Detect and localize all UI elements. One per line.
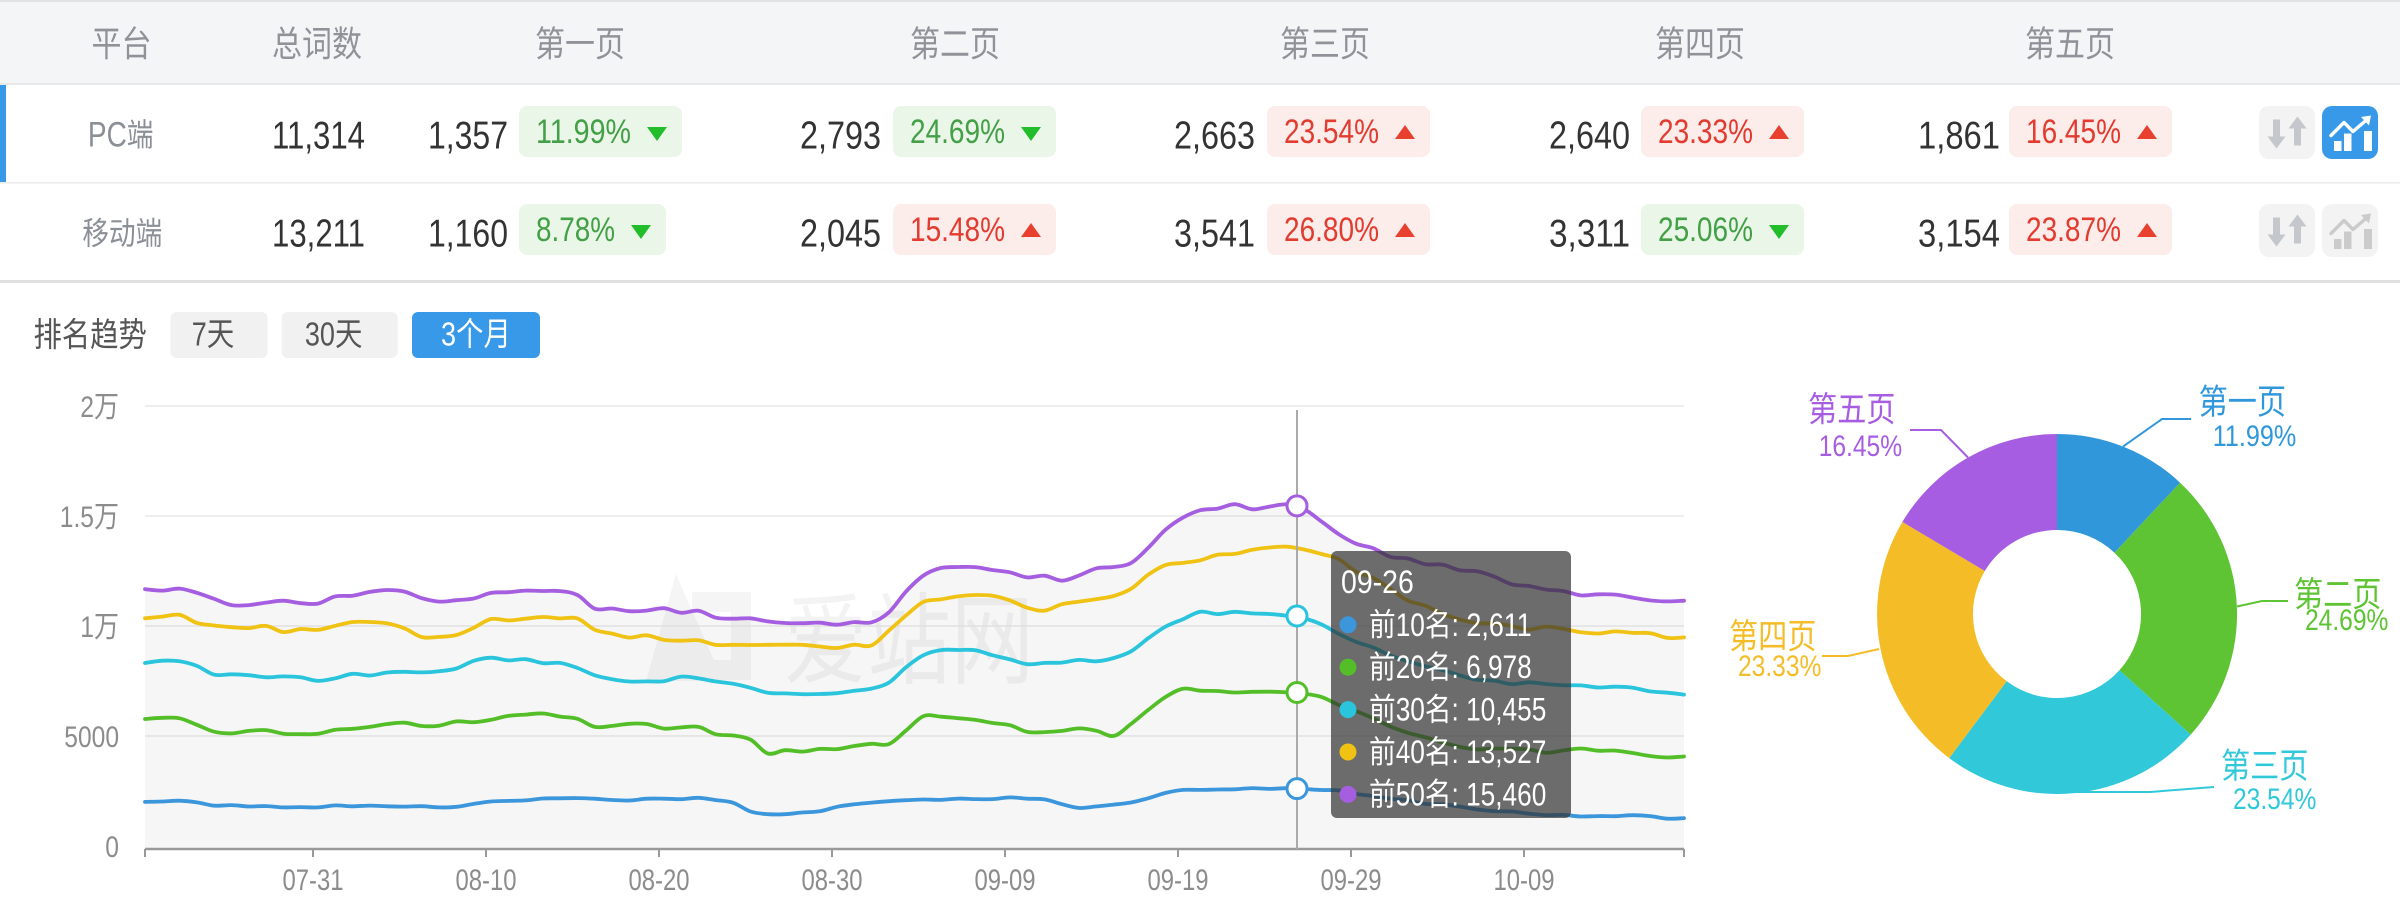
svg-text:50: 50 bbox=[1396, 776, 1425, 812]
svg-text:23.54%: 23.54% bbox=[1284, 113, 1379, 151]
svg-text:16.45%: 16.45% bbox=[1819, 430, 1902, 463]
svg-text:3: 3 bbox=[441, 316, 456, 353]
svg-text:: 10,455: : 10,455 bbox=[1452, 692, 1547, 728]
svg-text:2,045: 2,045 bbox=[800, 213, 881, 256]
svg-text:15.48%: 15.48% bbox=[910, 211, 1005, 249]
svg-text:11.99%: 11.99% bbox=[536, 113, 631, 151]
svg-text:: 2,611: : 2,611 bbox=[1452, 607, 1532, 643]
svg-text:1,357: 1,357 bbox=[428, 115, 508, 158]
svg-text:23.33%: 23.33% bbox=[1738, 650, 1821, 683]
svg-text:13,211: 13,211 bbox=[272, 213, 365, 256]
svg-text:40: 40 bbox=[1396, 734, 1425, 770]
svg-text:23.87%: 23.87% bbox=[2026, 211, 2121, 249]
svg-text:23.54%: 23.54% bbox=[2233, 783, 2316, 816]
svg-text:: 6,978: : 6,978 bbox=[1452, 649, 1532, 685]
svg-text:7: 7 bbox=[192, 316, 207, 353]
svg-text:: 13,527: : 13,527 bbox=[1452, 734, 1547, 770]
svg-text:2: 2 bbox=[80, 391, 94, 424]
svg-text:3,541: 3,541 bbox=[1174, 213, 1255, 256]
svg-text:2,793: 2,793 bbox=[800, 115, 881, 158]
svg-text:09-09: 09-09 bbox=[975, 864, 1036, 897]
svg-text:09-19: 09-19 bbox=[1148, 864, 1209, 897]
svg-text:30: 30 bbox=[1396, 692, 1425, 728]
svg-text:30: 30 bbox=[305, 316, 335, 353]
svg-text:09-26: 09-26 bbox=[1341, 564, 1414, 600]
svg-text:1: 1 bbox=[80, 611, 94, 644]
svg-text:8.78%: 8.78% bbox=[536, 211, 615, 249]
svg-text:11,314: 11,314 bbox=[272, 115, 365, 158]
svg-text:09-29: 09-29 bbox=[1321, 864, 1382, 897]
svg-text:: 15,460: : 15,460 bbox=[1452, 776, 1547, 812]
svg-text:10-09: 10-09 bbox=[1494, 864, 1555, 897]
svg-text:20: 20 bbox=[1396, 649, 1425, 685]
svg-text:2,640: 2,640 bbox=[1549, 115, 1630, 158]
svg-text:3,311: 3,311 bbox=[1549, 213, 1630, 256]
svg-text:08-30: 08-30 bbox=[802, 864, 863, 897]
svg-text:1,861: 1,861 bbox=[1918, 115, 2000, 158]
svg-text:2,663: 2,663 bbox=[1174, 115, 1255, 158]
svg-text:10: 10 bbox=[1396, 607, 1425, 643]
svg-text:11.99%: 11.99% bbox=[2213, 420, 2296, 453]
svg-text:1.5: 1.5 bbox=[60, 501, 94, 534]
svg-text:08-20: 08-20 bbox=[629, 864, 690, 897]
svg-text:PC: PC bbox=[88, 116, 127, 155]
svg-text:1,160: 1,160 bbox=[428, 213, 508, 256]
svg-text:26.80%: 26.80% bbox=[1284, 211, 1379, 249]
svg-text:16.45%: 16.45% bbox=[2026, 113, 2121, 151]
svg-text:07-31: 07-31 bbox=[283, 864, 344, 897]
svg-text:3,154: 3,154 bbox=[1918, 213, 2000, 256]
svg-text:24.69%: 24.69% bbox=[910, 113, 1005, 151]
svg-text:24.69%: 24.69% bbox=[2305, 604, 2388, 637]
svg-text:0: 0 bbox=[105, 831, 119, 864]
svg-text:5000: 5000 bbox=[64, 721, 119, 754]
svg-text:25.06%: 25.06% bbox=[1658, 211, 1753, 249]
svg-text:08-10: 08-10 bbox=[456, 864, 517, 897]
svg-text:23.33%: 23.33% bbox=[1658, 113, 1753, 151]
